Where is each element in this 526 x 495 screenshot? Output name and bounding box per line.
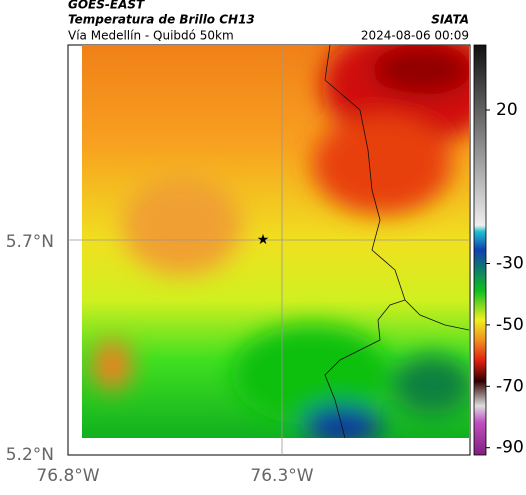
- colorbar: [473, 44, 487, 456]
- y-tick-label: 5.2°N: [6, 445, 54, 465]
- colorbar-tick-label: -70: [496, 376, 524, 396]
- colorbar-ticks: 20 -30 -50 -70 -90: [486, 100, 524, 458]
- x-tick-label: 76.8°W: [36, 466, 99, 486]
- colorbar-tick-label: 20: [496, 100, 518, 120]
- timestamp: 2024-08-06 00:09: [361, 29, 469, 43]
- colorbar-tick-label: -30: [496, 254, 524, 274]
- field: [82, 45, 469, 438]
- brand: SIATA: [431, 13, 469, 27]
- y-tick-label: 5.7°N: [6, 232, 54, 252]
- colorbar-tick-label: -50: [496, 315, 524, 335]
- city-marker: ★: [257, 232, 270, 248]
- agency: GOES-EAST: [68, 0, 145, 12]
- map-area: ★: [67, 44, 471, 456]
- title: Temperatura de Brillo CH13: [68, 13, 255, 27]
- subtitle: Vía Medellín - Quibdó 50km: [68, 29, 234, 43]
- colorbar-tick-label: -90: [496, 438, 524, 458]
- boundary: [324, 44, 470, 439]
- x-tick-label: 76.3°W: [250, 466, 313, 486]
